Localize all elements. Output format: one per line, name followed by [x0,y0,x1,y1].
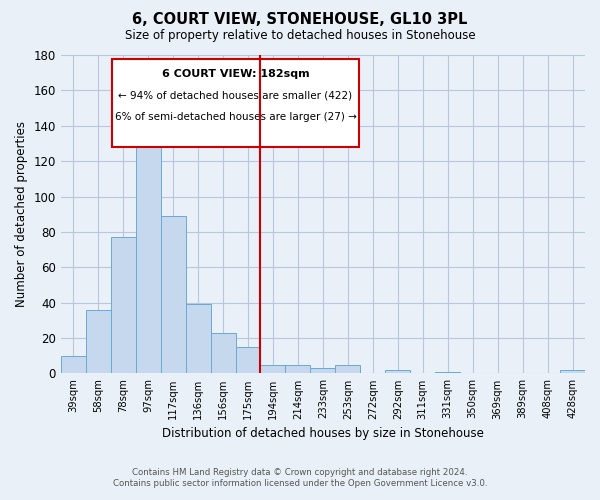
Bar [310,368,335,374]
Y-axis label: Number of detached properties: Number of detached properties [15,121,28,307]
Text: 6, COURT VIEW, STONEHOUSE, GL10 3PL: 6, COURT VIEW, STONEHOUSE, GL10 3PL [133,12,467,28]
Bar [236,347,260,374]
Bar [111,237,136,374]
FancyBboxPatch shape [112,58,359,147]
Text: Size of property relative to detached houses in Stonehouse: Size of property relative to detached ho… [125,29,475,42]
Text: Contains HM Land Registry data © Crown copyright and database right 2024.
Contai: Contains HM Land Registry data © Crown c… [113,468,487,487]
X-axis label: Distribution of detached houses by size in Stonehouse: Distribution of detached houses by size … [162,427,484,440]
Bar [286,364,310,374]
Text: ← 94% of detached houses are smaller (422): ← 94% of detached houses are smaller (42… [118,90,353,101]
Bar [185,304,211,374]
Bar [211,332,236,374]
Bar [435,372,460,374]
Bar [560,370,585,374]
Bar [385,370,410,374]
Text: 6% of semi-detached houses are larger (27) →: 6% of semi-detached houses are larger (2… [115,112,356,122]
Bar [136,115,161,374]
Bar [61,356,86,374]
Bar [86,310,111,374]
Bar [260,364,286,374]
Text: 6 COURT VIEW: 182sqm: 6 COURT VIEW: 182sqm [162,69,310,79]
Bar [161,216,185,374]
Bar [335,364,361,374]
